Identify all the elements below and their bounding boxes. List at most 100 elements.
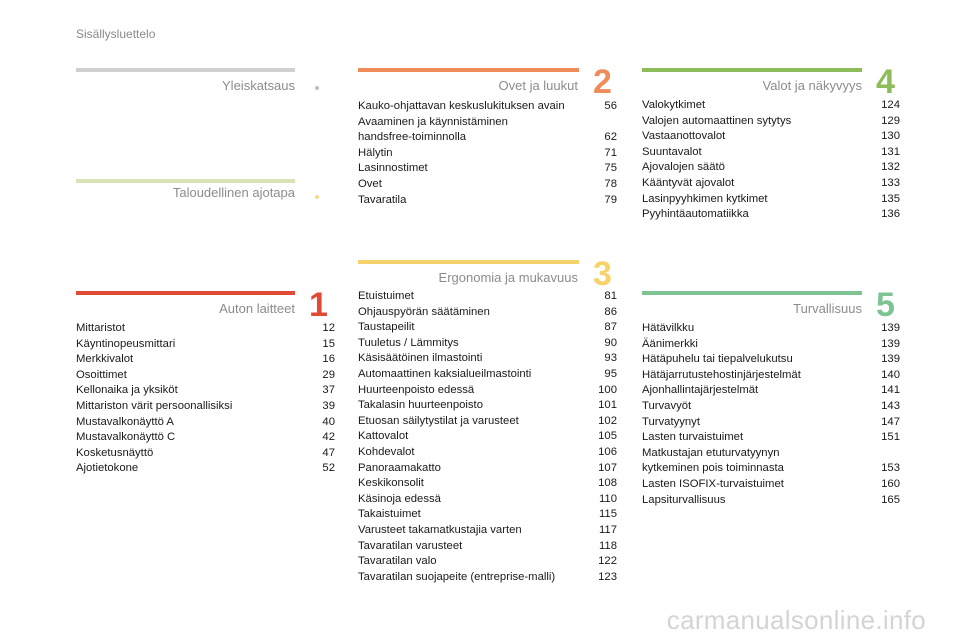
section-auton-laitteet[interactable]: Auton laitteet 1 Mittaristot 12 Käyntinope…: [76, 288, 336, 491]
toc-entry-page: 106: [598, 445, 617, 458]
toc-entry-page: 15: [322, 337, 335, 350]
toc-entry[interactable]: Ajovalojen säätö 132: [642, 160, 900, 176]
toc-entry[interactable]: Lasten turvaistuimet 151: [642, 430, 900, 446]
toc-entry[interactable]: Käsinoja edessä 110: [358, 492, 617, 508]
toc-entry[interactable]: Turvavyöt 143: [642, 399, 900, 415]
toc-entry[interactable]: Tavaratila 79: [358, 193, 617, 209]
toc-entry[interactable]: Lasinnostimet 75: [358, 161, 617, 177]
toc-entry[interactable]: Hätäpuhelu tai tiepalvelukutsu 139: [642, 352, 900, 368]
toc-entry[interactable]: Kattovalot 105: [358, 429, 617, 445]
toc-entry-page: 165: [881, 493, 900, 506]
toc-entry[interactable]: Käsisäätöinen ilmastointi 93: [358, 351, 617, 367]
toc-entry-label: Kattovalot: [358, 430, 409, 443]
toc-entry[interactable]: Avaaminen ja käynnistäminen handsfree-to…: [358, 115, 617, 146]
toc-entry-page: 151: [881, 431, 900, 444]
section-title[interactable]: Taloudellinen ajotapa: [172, 185, 295, 200]
toc-entry-label: Turvavyöt: [642, 399, 692, 412]
toc-entry-page: 123: [598, 570, 617, 583]
toc-entry-label: Mittaristot: [76, 322, 125, 334]
section-title[interactable]: Yleiskatsaus: [222, 78, 295, 93]
toc-entry[interactable]: Takaistuimet 115: [358, 507, 617, 523]
toc-entry[interactable]: Takalasin huurteenpoisto 101: [358, 398, 617, 414]
toc-entry-label: Tavaratilan valo: [358, 555, 437, 568]
toc-entry-page: 130: [881, 130, 900, 143]
toc-entry[interactable]: Panoraamakatto 107: [358, 461, 617, 477]
section-ergonomia[interactable]: Ergonomia ja mukavuus 3 Etuistuimet 81 Ohj…: [358, 257, 620, 600]
section-title[interactable]: Ergonomia ja mukavuus: [438, 270, 578, 285]
toc-list: Etuistuimet 81 Ohjauspyörän säätäminen 86 Ta…: [358, 289, 617, 585]
toc-entry[interactable]: Valojen automaattinen sytytys 129: [642, 114, 900, 130]
toc-entry[interactable]: Kääntyvät ajovalot 133: [642, 176, 900, 192]
toc-entry-page: 131: [881, 145, 900, 158]
toc-entry[interactable]: Keskikonsolit 108: [358, 476, 617, 492]
toc-entry[interactable]: Vastaanottovalot 130: [642, 129, 900, 145]
toc-entry-page: 117: [598, 523, 617, 536]
toc-entry[interactable]: Pyyhintäautomatiikka 136: [642, 207, 900, 223]
toc-entry[interactable]: Kosketusnäyttö 47: [76, 446, 335, 462]
toc-entry[interactable]: Kohdevalot 106: [358, 445, 617, 461]
toc-entry-page: 37: [322, 384, 335, 397]
section-bar: [76, 179, 295, 183]
toc-entry-label: Tavaratilan suojapeite (entreprise-malli…: [358, 570, 556, 583]
toc-entry[interactable]: Hätävilkku 139: [642, 321, 900, 337]
section-valot[interactable]: Valot ja näkyvyys 4 Valokytkimet 124 Valoj…: [642, 65, 904, 238]
toc-entry[interactable]: Äänimerkki 139: [642, 337, 900, 353]
toc-entry[interactable]: Lasten ISOFIX-turvaistuimet 160: [642, 477, 900, 493]
toc-entry[interactable]: Tavaratilan valo 122: [358, 554, 617, 570]
toc-entry-page: 139: [881, 322, 900, 334]
toc-entry[interactable]: Hätäjarrutustehostinjärjestelmät 140: [642, 368, 900, 384]
section-ovet-ja-luukut[interactable]: Ovet ja luukut 2 Kauko-ohjattavan keskus…: [358, 65, 620, 218]
section-title[interactable]: Valot ja näkyvyys: [762, 78, 862, 93]
section-title[interactable]: Auton laitteet: [219, 301, 295, 316]
toc-entry-label: Mittariston värit persoonallisiksi: [76, 399, 233, 412]
toc-entry[interactable]: Mittaristot 12: [76, 321, 335, 337]
toc-entry[interactable]: Etuosan säilytystilat ja varusteet 102: [358, 414, 617, 430]
toc-entry-page: 110: [598, 492, 617, 505]
toc-entry-label: Tavaratila: [358, 193, 407, 206]
toc-entry[interactable]: Lapsiturvallisuus 165: [642, 493, 900, 509]
toc-entry-page: 133: [881, 176, 900, 189]
toc-entry-label: Hätäpuhelu tai tiepalvelukutsu: [642, 353, 793, 366]
toc-entry[interactable]: Käyntinopeusmittari 15: [76, 337, 335, 353]
toc-entry[interactable]: Mittariston värit persoonallisiksi 39: [76, 399, 335, 415]
toc-entry[interactable]: Mustavalkonäyttö A 40: [76, 415, 335, 431]
toc-entry[interactable]: Kauko-ohjattavan keskuslukituksen avain 5…: [358, 99, 617, 115]
toc-entry[interactable]: Osoittimet 29: [76, 368, 335, 384]
toc-list: Valokytkimet 124 Valojen automaattinen syt…: [642, 98, 900, 223]
toc-entry[interactable]: Etuistuimet 81: [358, 289, 617, 305]
toc-entry[interactable]: Lasinpyyhkimen kytkimet 135: [642, 192, 900, 208]
toc-entry[interactable]: Matkustajan etuturvatyynyn kytkeminen po…: [642, 446, 900, 477]
toc-entry-page: 124: [881, 99, 900, 111]
toc-entry[interactable]: Valokytkimet 124: [642, 98, 900, 114]
toc-entry[interactable]: Automaattinen kaksialueilmastointi 95: [358, 367, 617, 383]
toc-entry[interactable]: Ajotietokone 52: [76, 461, 335, 477]
toc-entry[interactable]: Ajonhallintajärjestelmät 141: [642, 383, 900, 399]
toc-entry-label: Lasinpyyhkimen kytkimet: [642, 192, 768, 205]
toc-entry[interactable]: Ovet 78: [358, 177, 617, 193]
section-title[interactable]: Ovet ja luukut: [498, 78, 579, 93]
toc-entry[interactable]: Suuntavalot 131: [642, 145, 900, 161]
toc-entry[interactable]: Tavaratilan varusteet 118: [358, 539, 617, 555]
toc-entry[interactable]: Turvatyynyt 147: [642, 415, 900, 431]
section-turvallisuus[interactable]: Turvallisuus 5 Hätävilkku 139 Äänimerkki 13…: [642, 288, 904, 521]
toc-entry[interactable]: Merkkivalot 16: [76, 352, 335, 368]
toc-entry-page: 101: [598, 399, 617, 412]
toc-entry[interactable]: Huurteenpoisto edessä 100: [358, 383, 617, 399]
toc-entry-label: Hätävilkku: [642, 322, 695, 334]
toc-entry[interactable]: Kellonaika ja yksiköt 37: [76, 383, 335, 399]
toc-entry[interactable]: Taustapeilit 87: [358, 320, 617, 336]
toc-entry-page: 160: [881, 477, 900, 490]
toc-entry[interactable]: Tavaratilan suojapeite (entreprise-malli…: [358, 570, 617, 586]
toc-entry[interactable]: Varusteet takamatkustajia varten 117: [358, 523, 617, 539]
toc-entry[interactable]: Hälytin 71: [358, 146, 617, 162]
toc-entry[interactable]: Ohjauspyörän säätäminen 86: [358, 305, 617, 321]
toc-entry-page: 93: [604, 352, 617, 365]
toc-entry[interactable]: Tuuletus / Lämmitys 90: [358, 336, 617, 352]
toc-entry-label: Automaattinen kaksialueilmastointi: [358, 367, 532, 380]
toc-entry-label: Ajovalojen säätö: [642, 161, 725, 174]
toc-list: Kauko-ohjattavan keskuslukituksen avain 5…: [358, 99, 617, 208]
toc-entry-page: 132: [881, 161, 900, 174]
toc-entry[interactable]: Mustavalkonäyttö C 42: [76, 430, 335, 446]
toc-entry-label: Lapsiturvallisuus: [642, 493, 726, 506]
section-title[interactable]: Turvallisuus: [793, 301, 862, 316]
